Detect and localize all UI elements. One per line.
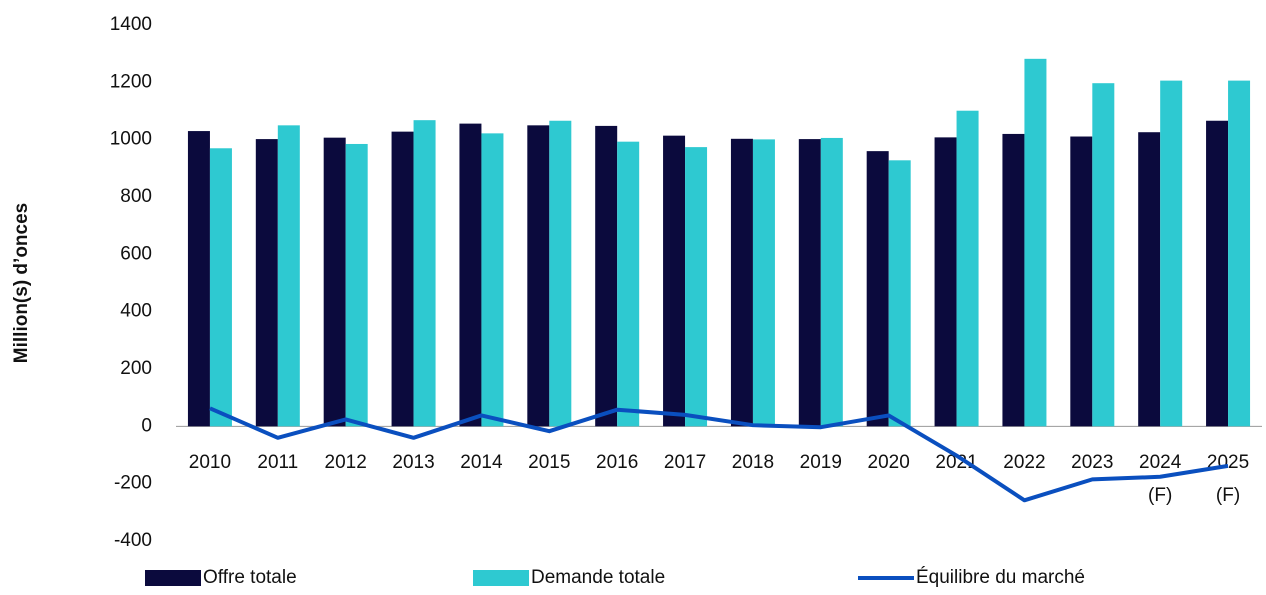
y-axis-label: Million(s) d’onces [11,203,32,363]
bar [1160,80,1183,427]
x-tick-label: 2019 [800,452,842,473]
bar [1228,80,1251,427]
bar [1002,133,1025,427]
bar [1138,132,1161,427]
bar [527,125,550,427]
bar [481,133,504,427]
y-tick-label: -400 [114,530,152,551]
x-tick-label: 2014 [460,452,503,473]
x-tick-label: 2012 [325,452,367,473]
bar [798,139,821,427]
bar [595,125,618,427]
bar [323,137,346,427]
x-tick-label: 2011 [257,452,298,473]
bar [255,139,278,427]
y-tick-label: 1000 [110,129,152,150]
bar [345,143,368,427]
bar [617,141,640,427]
bar [663,135,686,427]
bar [730,138,753,427]
x-tick-label: 2025 (F) [1207,452,1249,506]
x-tick-label: 2017 [664,452,706,473]
bar [1206,120,1229,427]
bar [209,148,232,427]
bar [685,147,708,427]
bar [277,125,300,427]
y-tick-label: 200 [120,358,152,379]
y-tick-label: 600 [120,243,152,264]
legend-label: Demande totale [531,567,665,588]
bar [1092,83,1115,427]
x-tick-label: 2020 [868,452,910,473]
bar [866,151,889,427]
x-tick-label: 2024 (F) [1139,452,1182,506]
bar [459,123,482,427]
x-tick-label: 2021 [935,452,977,473]
legend-swatch [473,570,529,586]
bar [1070,136,1093,427]
y-tick-label: 1200 [110,71,152,92]
x-tick-label: 2013 [392,452,434,473]
x-tick-label: 2022 [1003,452,1045,473]
x-tick-label: 2010 [189,452,231,473]
bar [549,120,572,427]
line-series [209,406,1229,503]
bar [187,131,210,427]
y-tick-label: 800 [120,186,152,207]
bar [413,120,436,427]
bar [956,110,979,427]
x-tick-label: 2018 [732,452,774,473]
bar [820,137,843,427]
bar [1024,58,1047,427]
bar [391,131,414,427]
x-tick-label: 2023 [1071,452,1113,473]
bar [934,137,957,427]
bar [888,160,911,427]
y-tick-label: -200 [114,473,152,494]
y-tick-label: 0 [141,415,152,436]
y-tick-label: 400 [120,301,152,322]
x-tick-label: 2015 [528,452,570,473]
legend-label: Équilibre du marché [916,567,1085,588]
bar [752,139,775,427]
y-tick-label: 1400 [110,14,152,35]
x-tick-label: 2016 [596,452,638,473]
legend-swatch [145,570,201,586]
legend-label: Offre totale [203,567,297,588]
